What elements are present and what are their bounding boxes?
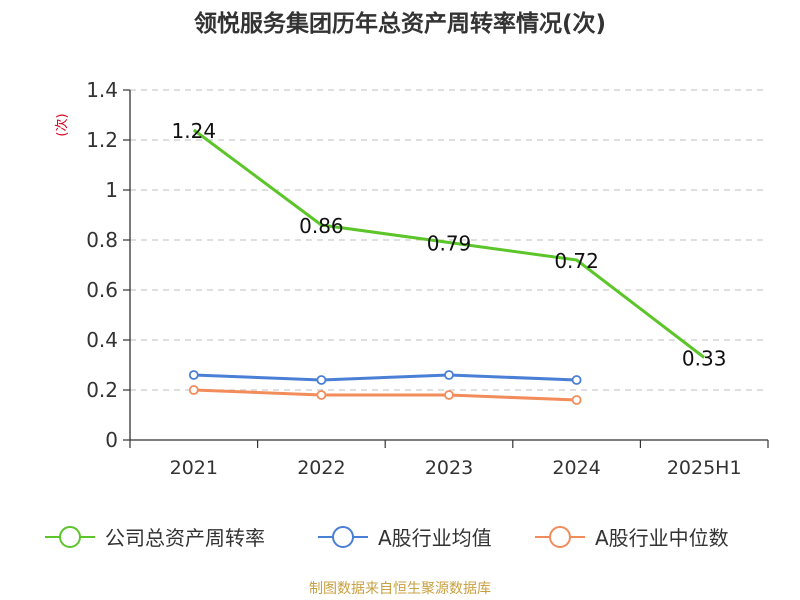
x-tick-label: 2025H1 [667,457,742,479]
legend-label-1: A股行业均值 [378,526,492,550]
x-tick-label: 2024 [552,457,600,479]
series-point-1 [188,370,199,380]
data-label: 0.79 [427,232,472,256]
legend-marker-1 [332,526,354,548]
y-tick-label: 0.8 [86,228,118,252]
grid [130,89,768,391]
x-tick-label: 2022 [297,457,345,479]
y-ticks: 0 0.2 0.4 0.6 0.8 1 1.2 1.4 [86,78,118,452]
series-point-2 [444,390,454,400]
data-labels: 1.24 0.86 0.79 0.72 0.33 [172,119,727,371]
data-label: 0.33 [682,347,727,371]
data-label: 0.86 [299,214,344,238]
series-point-2 [571,395,582,405]
series-point-1 [571,375,582,385]
series-line-0 [192,128,706,359]
series-point-2 [188,385,199,395]
series-point-2 [316,390,327,400]
x-tick-label: 2021 [170,457,218,479]
y-tick-label: 1.2 [86,128,118,152]
axes [123,89,769,448]
y-tick-label: 0 [105,428,118,452]
series-point-1 [316,375,327,385]
y-tick-label: 0.4 [86,328,118,352]
series-line-1 [193,373,577,382]
data-label: 0.72 [554,249,599,273]
x-ticks: 2021 2022 2023 2024 2025H1 [170,457,742,479]
data-label: 1.24 [172,119,217,143]
y-tick-label: 0.6 [86,278,118,302]
legend: 公司总资产周转率 A股行业均值 A股行业中位数 [45,526,729,550]
y-tick-label: 1 [105,178,118,202]
legend-label-0: 公司总资产周转率 [105,526,265,550]
series-group [188,128,706,405]
x-tick-label: 2023 [425,457,473,479]
legend-marker-2 [549,526,571,548]
legend-label-2: A股行业中位数 [595,526,729,550]
y-tick-label: 1.4 [86,78,118,102]
source-note: 制图数据来自恒生聚源数据库 [309,581,491,597]
legend-marker-0 [59,526,81,548]
series-point-1 [444,370,454,380]
chart-title: 领悦服务集团历年总资产周转率情况(次) [194,10,606,37]
series-line-2 [193,388,577,402]
y-axis-label: (次) [54,113,70,136]
y-tick-label: 0.2 [86,378,118,402]
